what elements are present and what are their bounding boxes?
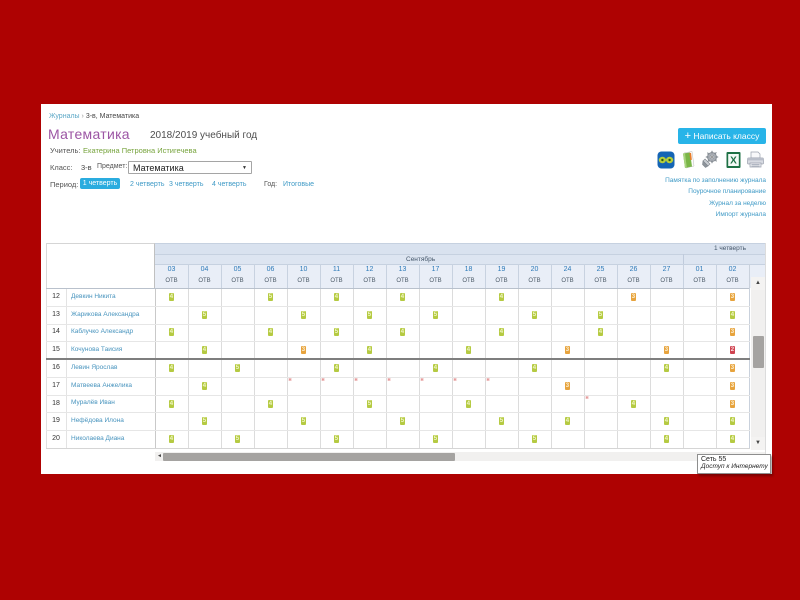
svg-text:X: X xyxy=(730,156,737,167)
